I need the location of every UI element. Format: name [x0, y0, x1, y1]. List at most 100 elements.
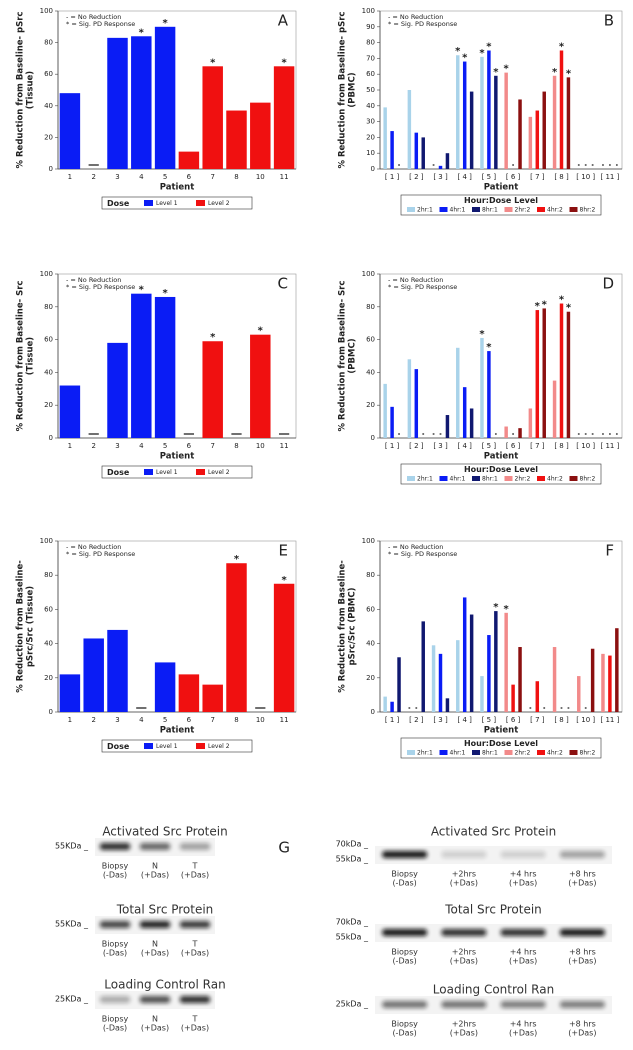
bar — [445, 698, 450, 712]
bar — [542, 91, 546, 169]
lane-label: (+Das) — [450, 1029, 478, 1038]
chart-panel: 0 10 20 30 40 50 60 70 80 90 100 % Reduction from B… — [338, 7, 623, 216]
x-tick-label: 8 — [234, 716, 238, 724]
legend-label: Level 1 — [156, 743, 178, 750]
blot-title: Activated Src Protein — [431, 825, 556, 839]
blot-band — [139, 843, 171, 850]
legend-title: Hour:Dose Level — [464, 196, 538, 205]
annotation: - = No Reduction — [66, 543, 121, 551]
annotation: * = Sig. PD Response — [66, 20, 135, 28]
y-tick-label: 80 — [44, 571, 53, 579]
y-tick-label: 30 — [366, 118, 375, 126]
x-axis-label: Patient — [484, 452, 519, 462]
bar — [456, 55, 460, 169]
lane-label: Biopsy — [391, 948, 418, 957]
lane-label: +4 hrs — [510, 870, 537, 879]
annotation: - = No Reduction — [66, 276, 121, 284]
lane-label: +2hrs — [452, 870, 476, 879]
legend-swatch — [537, 476, 545, 481]
x-tick-label: 4 — [139, 442, 144, 450]
x-tick-label: 2 — [91, 173, 95, 181]
lane-label: Biopsy — [102, 862, 129, 871]
x-tick-label: [ 8 ] — [554, 442, 569, 450]
x-tick-label: 11 — [280, 173, 289, 181]
x-tick-label: [ 2 ] — [409, 173, 424, 181]
lane-label: +2hrs — [452, 948, 476, 957]
legend-swatch — [504, 750, 513, 755]
y-tick-label: 60 — [366, 70, 375, 78]
size-marker: 25kDa _ — [336, 1000, 369, 1009]
bar — [397, 657, 401, 712]
blot-band — [559, 851, 605, 858]
legend-swatch — [144, 469, 153, 475]
bar — [202, 66, 223, 169]
legend-label: 8hr:1 — [482, 476, 498, 483]
panel-letter: D — [602, 275, 614, 293]
x-tick-label: 2 — [91, 442, 95, 450]
sig-marker: * — [210, 57, 216, 68]
annotation: * = Sig. PD Response — [66, 550, 135, 558]
lane-label: T — [192, 940, 198, 949]
y-tick-label: 100 — [40, 7, 53, 15]
sig-marker: * — [486, 342, 492, 353]
legend-label: Level 1 — [156, 200, 178, 207]
y-axis-label: % Reduction from Baseline- — [338, 560, 348, 693]
legend-swatch — [569, 476, 578, 481]
x-tick-label: [ 2 ] — [409, 716, 424, 724]
lane-label: (-Das) — [392, 957, 416, 966]
bar — [504, 426, 508, 438]
bar — [528, 116, 533, 169]
legend-label: 4hr:1 — [450, 207, 466, 214]
chart-panel: 0 20 40 60 80 100 % Reduction from Baseline-pS… — [16, 537, 297, 753]
bar — [528, 408, 533, 438]
lane-label: +4 hrs — [510, 1020, 537, 1029]
x-tick-label: [ 3 ] — [433, 173, 448, 181]
sig-marker: * — [559, 42, 565, 53]
blot-background — [375, 846, 612, 864]
sig-marker: * — [462, 53, 468, 64]
x-tick-label: [ 7 ] — [530, 716, 545, 724]
legend-label: 2hr:2 — [515, 207, 531, 214]
chart-panel: 0 20 40 60 80 100 % Reduction from Baseline- S… — [338, 270, 623, 485]
bar — [469, 408, 474, 438]
y-tick-label: 20 — [44, 401, 53, 409]
blot-title: Total Src Protein — [444, 903, 542, 917]
y-tick-label: 40 — [44, 368, 53, 376]
x-tick-label: [ 1 ] — [385, 173, 400, 181]
lane-label: N — [152, 862, 158, 871]
lane-label: (+Das) — [141, 871, 169, 880]
legend-label: 2hr:1 — [417, 207, 433, 214]
legend-swatch — [504, 476, 513, 481]
y-tick-label: 0 — [49, 434, 53, 442]
y-tick-label: 100 — [362, 270, 375, 278]
bar — [608, 655, 612, 712]
size-marker: 70kDa _ — [336, 918, 369, 927]
annotation: * = Sig. PD Response — [388, 20, 457, 28]
x-tick-label: [ 1 ] — [385, 442, 400, 450]
y-tick-label: 0 — [371, 165, 375, 173]
bar — [480, 676, 484, 712]
size-marker: 25KDa _ — [55, 995, 89, 1004]
lane-label: (+Das) — [509, 879, 537, 888]
lane-label: Biopsy — [391, 1020, 418, 1029]
bar — [131, 36, 152, 169]
size-marker: 55kDa _ — [336, 933, 369, 942]
bar — [559, 50, 564, 169]
legend-title: Hour:Dose Level — [464, 465, 538, 474]
legend-title: Dose — [107, 468, 130, 477]
plot-background — [379, 10, 623, 170]
legend-swatch — [537, 207, 545, 212]
legend-label: 2hr:2 — [515, 476, 531, 483]
lane-label: (+Das) — [509, 957, 537, 966]
lane-label: (-Das) — [103, 871, 127, 880]
sig-marker: * — [559, 295, 565, 306]
bar — [577, 676, 581, 712]
bar — [383, 696, 387, 712]
y-axis-label: % Reduction from Baseline- pSrc — [16, 12, 26, 169]
bar — [273, 66, 295, 169]
lane-label: +4 hrs — [510, 948, 537, 957]
bar — [431, 645, 436, 712]
blot-background — [375, 996, 612, 1014]
y-tick-label: 40 — [366, 368, 375, 376]
x-tick-label: [ 11 ] — [600, 173, 619, 181]
